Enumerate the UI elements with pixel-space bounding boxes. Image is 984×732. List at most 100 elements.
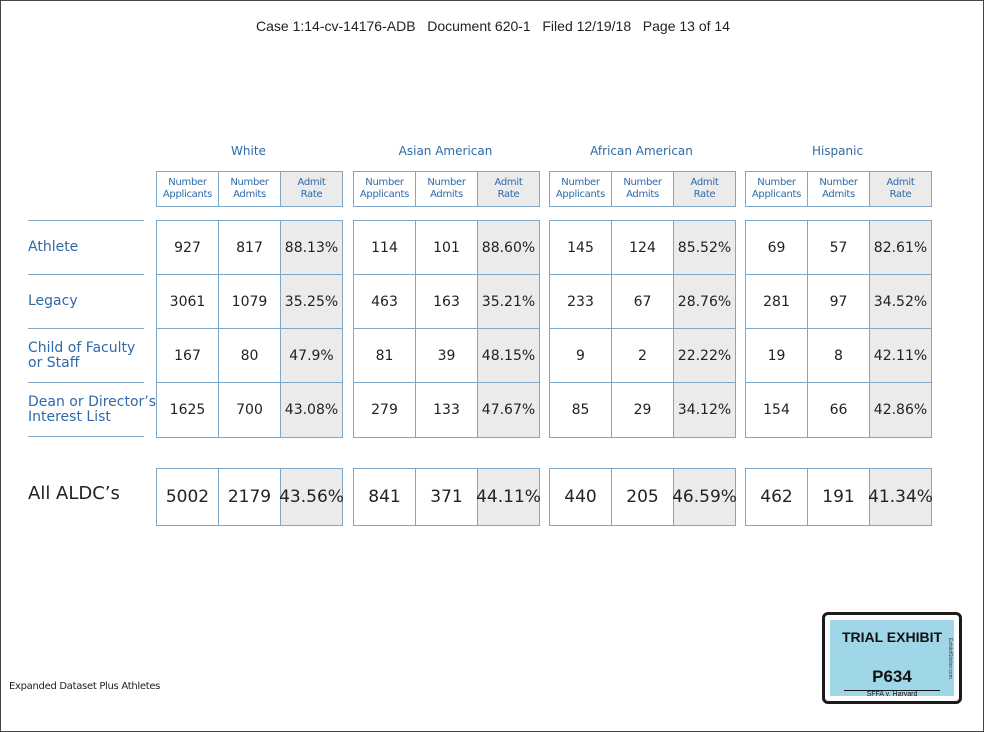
cell-admits: 39 [416, 329, 478, 382]
row-labels: Athlete Legacy Child of Faculty or Staff De… [28, 220, 156, 437]
column-header-rate: Admit Rate [674, 172, 735, 206]
column-header-rate: Admit Rate [478, 172, 539, 206]
stamp-title: TRIAL EXHIBIT [841, 629, 943, 645]
total-cell-rate: 41.34% [868, 469, 933, 525]
table-row: 19 8 42.11% [746, 329, 931, 383]
table-row: 1625 700 43.08% [157, 383, 342, 437]
trial-exhibit-stamp: TRIAL EXHIBIT P634 SFFA v. Harvard Exhib… [822, 612, 962, 704]
table-row: 463 163 35.21% [354, 275, 539, 329]
total-cell-admits: 2179 [219, 469, 281, 525]
total-cell-admits: 191 [808, 469, 870, 525]
column-header-admits: Number Admits [219, 172, 281, 206]
column-headers-asian-american: Number Applicants Number Admits Admit Rate [353, 171, 540, 207]
column-header-applicants: Number Applicants [354, 172, 416, 206]
table-row: 167 80 47.9% [157, 329, 342, 383]
cell-admits: 124 [612, 221, 674, 274]
cell-applicants: 69 [746, 221, 808, 274]
total-cell-rate: 46.59% [672, 469, 737, 525]
cell-rate: 34.52% [870, 275, 931, 328]
cell-rate: 88.60% [478, 221, 539, 274]
cell-admits: 29 [612, 383, 674, 437]
column-headers-african-american: Number Applicants Number Admits Admit Rate [549, 171, 736, 207]
row-label: Child of Faculty or Staff [28, 328, 144, 382]
data-block-hispanic: 69 57 82.61% 281 97 34.52% 19 8 42.11% 154 66 42.86… [745, 220, 932, 438]
total-row-white: 5002 2179 43.56% [156, 468, 344, 526]
total-cell-applicants: 841 [354, 469, 416, 525]
column-header-rate: Admit Rate [870, 172, 931, 206]
group-title-asian-american: Asian American [398, 144, 493, 158]
column-headers-hispanic: Number Applicants Number Admits Admit Rate [745, 171, 932, 207]
total-cell-rate: 43.56% [279, 469, 344, 525]
case-header: Case 1:14-cv-14176-ADB Document 620-1 Fi… [256, 18, 730, 34]
cell-rate: 47.9% [281, 329, 342, 382]
table-row: 927 817 88.13% [157, 221, 342, 275]
total-row-african-american: 440 205 46.59% [549, 468, 737, 526]
column-header-admits: Number Admits [808, 172, 870, 206]
cell-admits: 97 [808, 275, 870, 328]
stamp-background: TRIAL EXHIBIT P634 SFFA v. Harvard Exhib… [830, 620, 954, 698]
cell-rate: 35.25% [281, 275, 342, 328]
row-label: Athlete [28, 220, 144, 274]
column-header-applicants: Number Applicants [157, 172, 219, 206]
table-row: 154 66 42.86% [746, 383, 931, 437]
cell-rate: 42.86% [870, 383, 931, 437]
total-cell-admits: 371 [416, 469, 478, 525]
data-block-asian-american: 114 101 88.60% 463 163 35.21% 81 39 48.15% 279 133… [353, 220, 540, 438]
cell-rate: 28.76% [674, 275, 735, 328]
cell-admits: 57 [808, 221, 870, 274]
data-block-african-american: 145 124 85.52% 233 67 28.76% 9 2 22.22% 85 29 34.12… [549, 220, 736, 438]
group-title-white: White [231, 144, 266, 158]
cell-rate: 48.15% [478, 329, 539, 382]
cell-rate: 82.61% [870, 221, 931, 274]
data-block-white: 927 817 88.13% 3061 1079 35.25% 167 80 47.9% 1625… [156, 220, 343, 438]
total-label: All ALDC’s [28, 483, 120, 504]
column-header-admits: Number Admits [612, 172, 674, 206]
cell-admits: 101 [416, 221, 478, 274]
total-row-asian-american: 841 371 44.11% [353, 468, 541, 526]
cell-applicants: 19 [746, 329, 808, 382]
table-row: 233 67 28.76% [550, 275, 735, 329]
cell-applicants: 233 [550, 275, 612, 328]
cell-rate: 85.52% [674, 221, 735, 274]
total-cell-applicants: 440 [550, 469, 612, 525]
total-cell-admits: 205 [612, 469, 674, 525]
table-row: 281 97 34.52% [746, 275, 931, 329]
cell-admits: 80 [219, 329, 281, 382]
footnote: Expanded Dataset Plus Athletes [9, 681, 161, 692]
table-row: 3061 1079 35.25% [157, 275, 342, 329]
cell-applicants: 114 [354, 221, 416, 274]
cell-admits: 700 [219, 383, 281, 437]
row-label: Dean or Director’s Interest List [28, 382, 156, 437]
column-header-rate: Admit Rate [281, 172, 342, 206]
cell-applicants: 463 [354, 275, 416, 328]
group-title-hispanic: Hispanic [811, 144, 864, 158]
table-row: 9 2 22.22% [550, 329, 735, 383]
table-row: 114 101 88.60% [354, 221, 539, 275]
table-row: 279 133 47.67% [354, 383, 539, 437]
table-row: 81 39 48.15% [354, 329, 539, 383]
cell-admits: 8 [808, 329, 870, 382]
cell-rate: 34.12% [674, 383, 735, 437]
cell-admits: 133 [416, 383, 478, 437]
cell-admits: 2 [612, 329, 674, 382]
total-cell-applicants: 5002 [157, 469, 219, 525]
stamp-case: SFFA v. Harvard [866, 691, 918, 698]
cell-applicants: 927 [157, 221, 219, 274]
cell-applicants: 9 [550, 329, 612, 382]
cell-rate: 42.11% [870, 329, 931, 382]
cell-applicants: 85 [550, 383, 612, 437]
cell-rate: 47.67% [478, 383, 539, 437]
group-title-african-american: African American [590, 144, 693, 158]
total-row-hispanic: 462 191 41.34% [745, 468, 933, 526]
cell-admits: 163 [416, 275, 478, 328]
cell-applicants: 145 [550, 221, 612, 274]
cell-admits: 66 [808, 383, 870, 437]
cell-applicants: 81 [354, 329, 416, 382]
cell-applicants: 167 [157, 329, 219, 382]
row-label: Legacy [28, 274, 144, 328]
stamp-number: P634 [872, 667, 912, 686]
column-header-applicants: Number Applicants [550, 172, 612, 206]
cell-applicants: 3061 [157, 275, 219, 328]
stamp-side-text: ExhibitSticker.com [947, 638, 953, 679]
